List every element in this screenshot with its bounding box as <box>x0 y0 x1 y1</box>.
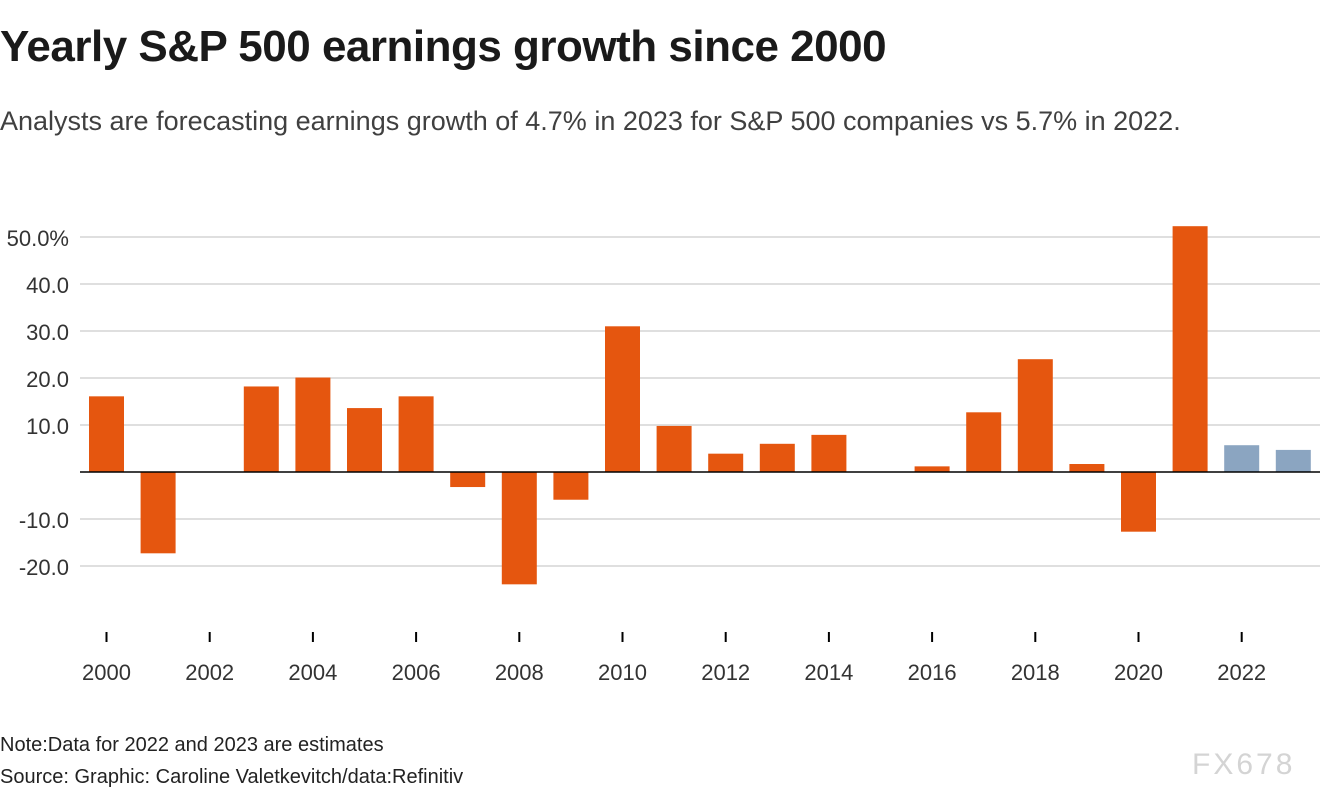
bar-2014 <box>811 434 847 472</box>
bar-2009 <box>553 472 589 500</box>
bar-2007 <box>450 472 486 488</box>
x-tick-label: 2008 <box>495 660 544 685</box>
bar-chart: -20.0 -10.0 10.0 20.0 30.0 40.0 50.0% 2000 2002 2… <box>7 226 1320 685</box>
bar-2008 <box>501 472 537 585</box>
bar-2003 <box>243 386 279 472</box>
y-tick-label: 30.0 <box>26 320 69 345</box>
x-tick-label: 2014 <box>804 660 853 685</box>
bar-2016 <box>914 466 950 472</box>
y-tick-label: -20.0 <box>19 555 69 580</box>
x-tick-label: 2020 <box>1114 660 1163 685</box>
bar-2019 <box>1069 464 1105 472</box>
chart-note: Note:Data for 2022 and 2023 are estimate… <box>0 734 384 756</box>
axes: -20.0 -10.0 10.0 20.0 30.0 40.0 50.0% 2000 2002 2… <box>7 226 1320 685</box>
x-tick-label: 2018 <box>1011 660 1060 685</box>
chart-subtitle: Analysts are forecasting earnings growth… <box>0 106 1181 136</box>
bar-2000 <box>89 396 124 472</box>
bar-2004 <box>295 377 331 472</box>
x-tick-label: 2002 <box>185 660 234 685</box>
x-tick-label: 2016 <box>908 660 957 685</box>
y-tick-label: 40.0 <box>26 273 69 298</box>
bar-2020 <box>1121 472 1156 532</box>
y-tick-label: 20.0 <box>26 367 69 392</box>
chart-title: Yearly S&P 500 earnings growth since 200… <box>0 22 887 71</box>
y-tick-label: 10.0 <box>26 414 69 439</box>
y-tick-label: 50.0% <box>7 226 69 251</box>
y-tick-label: -10.0 <box>19 508 69 533</box>
bar-2010 <box>605 326 640 472</box>
bars <box>89 226 1311 585</box>
bar-2005 <box>347 408 382 472</box>
bar-2022 <box>1224 445 1260 472</box>
x-tick-label: 2000 <box>82 660 131 685</box>
bar-2018 <box>1017 359 1053 472</box>
bar-2012 <box>708 453 744 472</box>
x-tick-label: 2006 <box>392 660 441 685</box>
grid-lines <box>80 236 1320 567</box>
x-tick-label: 2004 <box>288 660 337 685</box>
bar-2023 <box>1275 449 1311 472</box>
bar-2013 <box>759 443 795 472</box>
x-tick-label: 2010 <box>598 660 647 685</box>
x-tick-label: 2022 <box>1217 660 1266 685</box>
watermark: FX678 <box>1192 748 1296 781</box>
bar-2001 <box>140 472 176 554</box>
bar-2006 <box>398 396 434 472</box>
bar-2011 <box>656 425 692 472</box>
x-tick-label: 2012 <box>701 660 750 685</box>
bar-2021 <box>1172 226 1208 472</box>
bar-2017 <box>966 412 1002 472</box>
chart-source: Source: Graphic: Caroline Valetkevitch/d… <box>0 766 464 788</box>
